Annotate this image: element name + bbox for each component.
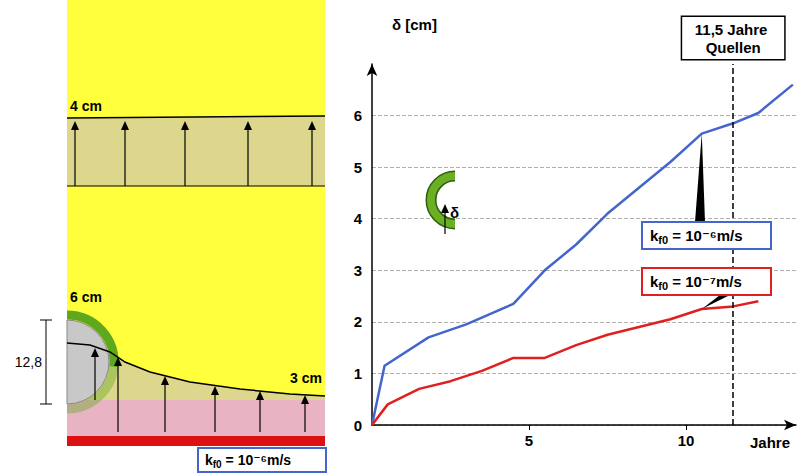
svg-text:δ: δ [450,204,459,221]
svg-text:1: 1 [354,365,362,382]
svg-text:= 10⁻⁶m/s: = 10⁻⁶m/s [222,452,292,468]
svg-text:δ [cm]: δ [cm] [392,16,437,33]
svg-text:4 cm: 4 cm [70,98,102,114]
svg-text:0: 0 [354,417,362,434]
svg-text:f0: f0 [658,280,668,292]
svg-text:6: 6 [354,107,362,124]
svg-text:4: 4 [354,210,363,227]
svg-text:10: 10 [678,432,695,449]
svg-text:6 cm: 6 cm [70,289,102,305]
svg-text:= 10⁻⁷m/s: = 10⁻⁷m/s [668,273,742,290]
svg-text:Quellen: Quellen [706,39,761,56]
svg-text:2: 2 [354,313,362,330]
html-text:kf0: kf0 [205,452,222,470]
svg-text:3: 3 [354,262,362,279]
svg-text:= 10⁻⁶m/s: = 10⁻⁶m/s [668,227,742,244]
svg-text:k: k [650,273,659,290]
svg-text:11,5 Jahre: 11,5 Jahre [695,21,772,38]
svg-text:Jahre: Jahre [750,434,790,451]
svg-text:k: k [650,227,659,244]
svg-text:5: 5 [354,159,362,176]
svg-text:12,8: 12,8 [15,354,42,370]
svg-text:5: 5 [525,432,533,449]
svg-text:3 cm: 3 cm [290,370,322,386]
svg-text:f0: f0 [658,234,668,246]
